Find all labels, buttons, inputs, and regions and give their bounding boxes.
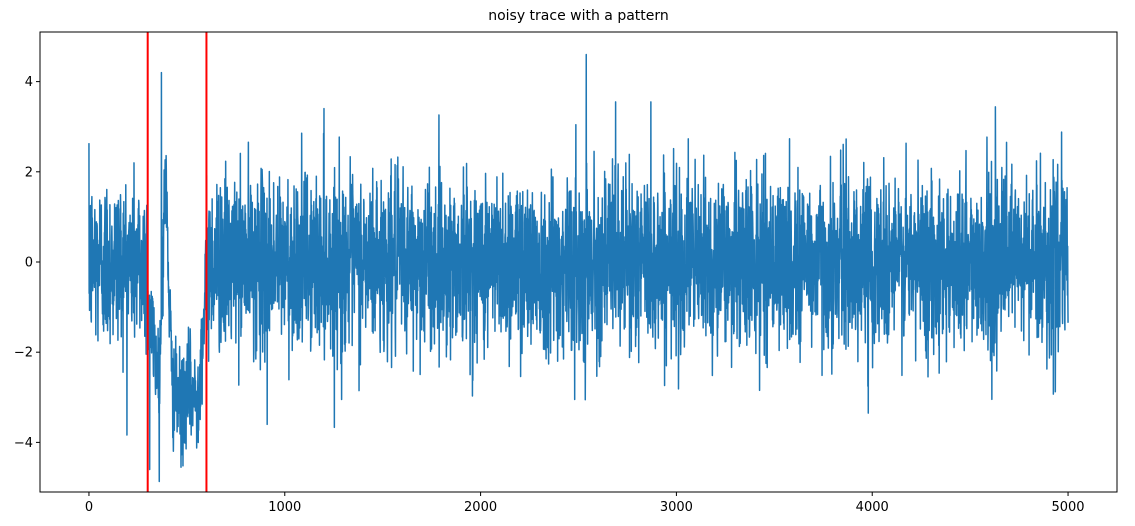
y-axis: −4 −2 0 2 4 <box>14 75 40 451</box>
x-tick-label: 0 <box>85 500 93 515</box>
y-tick-label: 4 <box>25 75 33 90</box>
chart-title: noisy trace with a pattern <box>488 8 669 24</box>
y-tick-label: −2 <box>14 346 33 361</box>
y-tick-label: −4 <box>14 436 33 451</box>
x-tick-label: 3000 <box>660 500 693 515</box>
y-tick-label: 2 <box>25 165 33 180</box>
x-tick-label: 5000 <box>1051 500 1084 515</box>
x-tick-label: 1000 <box>268 500 301 515</box>
x-tick-label: 2000 <box>464 500 497 515</box>
x-tick-label: 4000 <box>856 500 889 515</box>
y-tick-label: 0 <box>25 256 33 271</box>
series-line-0 <box>88 53 1069 483</box>
x-axis: 0 1000 2000 3000 4000 5000 <box>85 492 1085 515</box>
plot-area <box>88 32 1069 492</box>
